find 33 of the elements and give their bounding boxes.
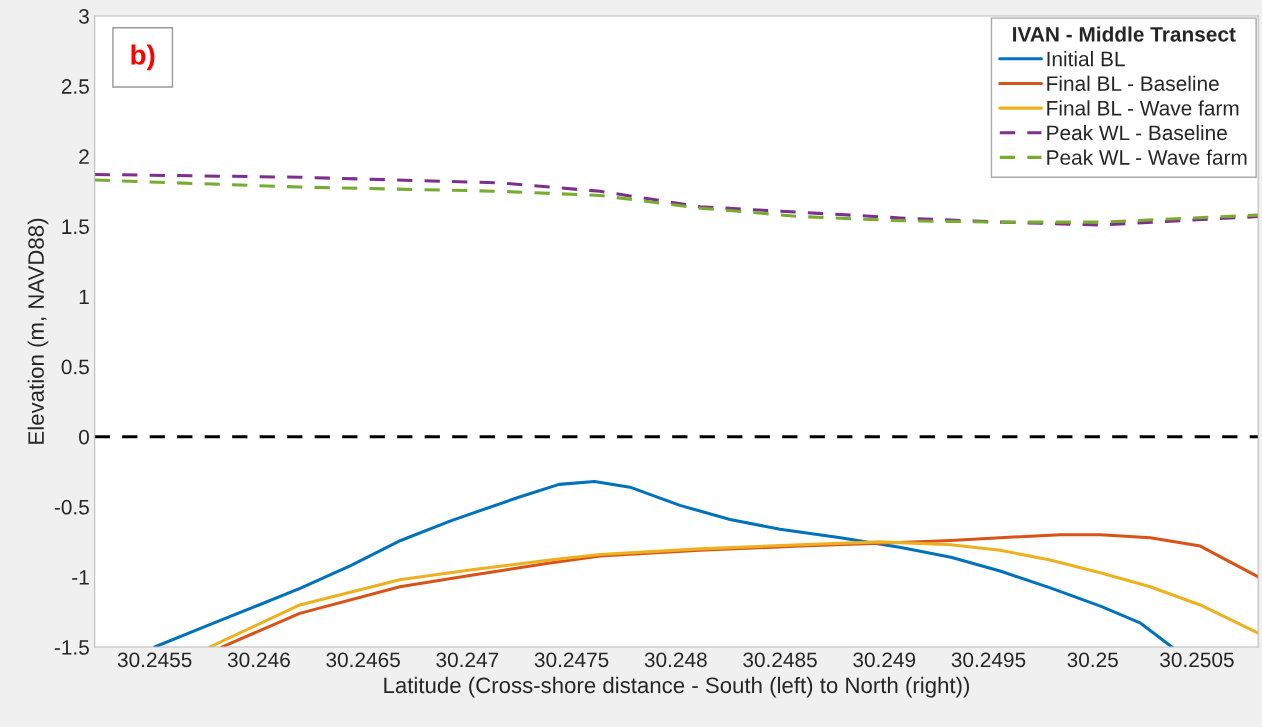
legend-label: Initial BL <box>1047 51 1125 67</box>
x-tick-label: 30.249 <box>853 652 916 668</box>
y-tick-label: -0.5 <box>54 499 89 515</box>
legend-label: Peak WL - Baseline <box>1047 124 1227 141</box>
y-tick-label: 1 <box>79 289 89 304</box>
legend-title: IVAN - Middle Transect <box>1013 26 1236 42</box>
x-tick-label: 30.248 <box>644 652 707 668</box>
y-tick-label: 2.5 <box>61 79 89 94</box>
x-tick-label: 30.2495 <box>951 652 1026 668</box>
line-series <box>94 178 1259 224</box>
x-tick-label: 30.2475 <box>534 652 609 668</box>
legend-label: Peak WL - Wave farm <box>1047 149 1247 165</box>
legend-label: Final BL - Wave farm <box>1047 100 1239 116</box>
y-tick-label: 0 <box>79 429 89 445</box>
x-tick-label: 30.2465 <box>326 652 400 668</box>
annotation: b) <box>131 44 155 71</box>
y-axis-title: Elevation (m, NAVD88) <box>27 218 49 444</box>
y-tick-label: -1.5 <box>54 640 89 655</box>
y-tick-label: 0.5 <box>61 359 89 375</box>
y-tick-label: -1 <box>72 570 89 585</box>
x-tick-label: 30.25 <box>1067 652 1118 668</box>
x-axis-title: Latitude (Cross-shore distance - South (left) to North (right)) <box>384 676 970 698</box>
x-tick-label: 30.2455 <box>117 652 192 668</box>
x-tick-label: 30.2505 <box>1160 652 1234 668</box>
legend-label: Final BL - Baseline <box>1047 75 1219 91</box>
y-tick-label: 2 <box>79 149 89 164</box>
line-series <box>153 480 1174 648</box>
x-tick-label: 30.2485 <box>743 652 817 668</box>
y-tick-label: 1.5 <box>62 219 89 235</box>
x-tick-label: 30.246 <box>227 652 290 668</box>
y-tick-label: 3 <box>79 9 89 24</box>
x-tick-label: 30.247 <box>436 652 499 668</box>
line-series <box>94 172 1259 227</box>
